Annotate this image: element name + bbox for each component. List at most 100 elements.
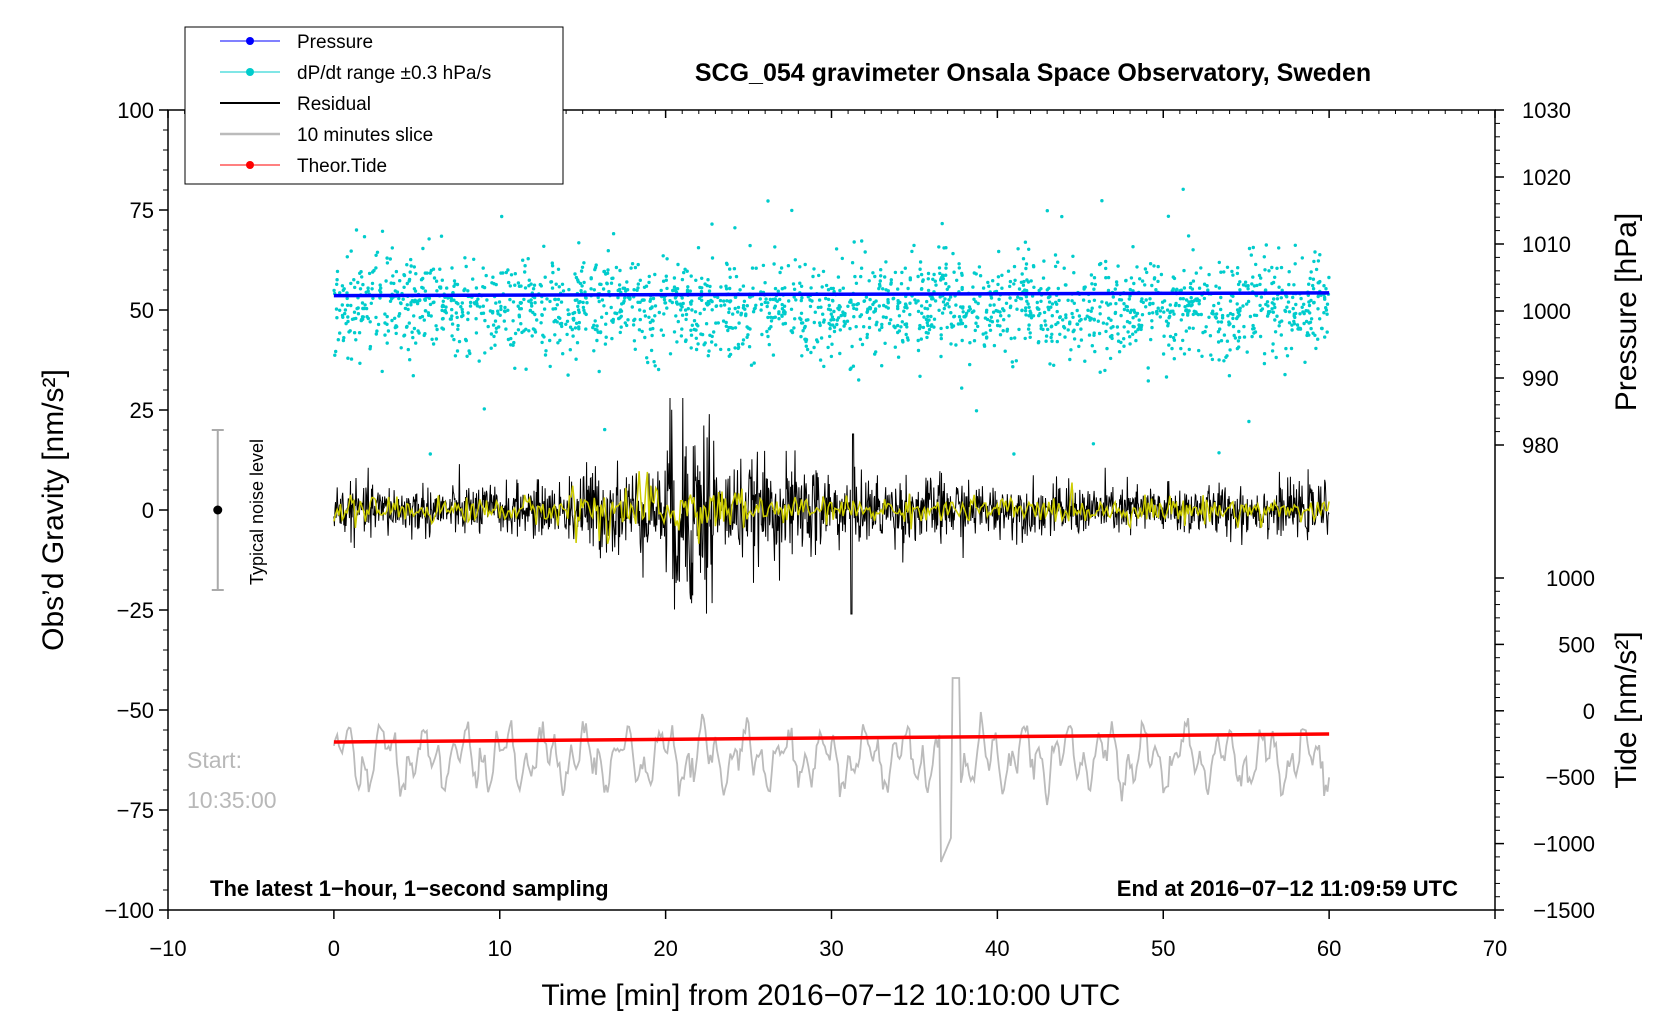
dpdt-point (731, 312, 735, 316)
dpdt-point (463, 287, 467, 291)
dpdt-point (1115, 283, 1119, 287)
dpdt-point (728, 286, 732, 291)
dpdt-point (1023, 306, 1028, 310)
dpdt-point (493, 343, 497, 347)
dpdt-point (383, 321, 387, 325)
dpdt-point (504, 327, 508, 331)
dpdt-point (727, 347, 731, 352)
dpdt-point (914, 301, 918, 305)
dpdt-point (1309, 317, 1314, 321)
dpdt-point (444, 311, 448, 315)
dpdt-point (736, 342, 741, 347)
dpdt-point (1233, 336, 1238, 340)
dpdt-point (407, 321, 411, 325)
dpdt-point (1191, 326, 1195, 330)
dpdt-point (716, 321, 720, 325)
dpdt-point (411, 335, 415, 340)
dpdt-point (1172, 276, 1177, 281)
dpdt-point (618, 330, 622, 335)
dpdt-point (1325, 302, 1330, 306)
dpdt-point (1115, 325, 1120, 329)
dpdt-point (503, 309, 507, 314)
dpdt-point (1010, 360, 1014, 364)
dpdt-point (933, 279, 937, 283)
dpdt-point (1044, 339, 1048, 343)
dpdt-point (689, 328, 693, 332)
dpdt-point (1000, 286, 1004, 290)
dpdt-point (1049, 305, 1053, 309)
dpdt-point (950, 325, 954, 329)
y-tick-label: −25 (117, 598, 154, 623)
dpdt-point (828, 323, 833, 327)
dpdt-point (728, 352, 733, 357)
dpdt-point (511, 343, 515, 347)
dpdt-point (988, 303, 992, 307)
dpdt-point (1216, 330, 1221, 334)
dpdt-point (1318, 253, 1322, 257)
dpdt-point (623, 321, 627, 325)
dpdt-point (577, 241, 581, 245)
dpdt-point (606, 249, 610, 253)
dpdt-point (345, 296, 349, 301)
dpdt-point (1291, 306, 1295, 311)
dpdt-point (984, 331, 988, 335)
dpdt-point (741, 342, 745, 346)
dpdt-point (835, 322, 839, 327)
dpdt-point (1245, 302, 1249, 306)
dpdt-point (1053, 253, 1058, 257)
dpdt-point (872, 310, 876, 314)
dpdt-point (1323, 335, 1327, 339)
dpdt-point (353, 285, 357, 290)
dpdt-point (349, 303, 353, 308)
dpdt-point (826, 345, 830, 350)
dpdt-point (1021, 257, 1026, 261)
dpdt-point (766, 199, 770, 203)
dpdt-point (902, 309, 906, 313)
dpdt-point (1108, 302, 1113, 306)
dpdt-point (694, 278, 698, 282)
dpdt-point (599, 282, 603, 287)
dpdt-point (466, 289, 470, 293)
dpdt-point (925, 299, 929, 304)
dpdt-point (1298, 312, 1302, 316)
dpdt-point (1203, 329, 1207, 334)
dpdt-point (1197, 286, 1202, 290)
dpdt-point (632, 339, 637, 343)
dpdt-point (1025, 299, 1029, 303)
dpdt-point (1046, 327, 1050, 332)
dpdt-point (364, 306, 369, 311)
dpdt-point (1301, 310, 1305, 314)
dpdt-point (1143, 267, 1148, 271)
dpdt-point (891, 297, 895, 301)
dpdt-point (335, 316, 339, 320)
dpdt-point (642, 298, 646, 302)
dpdt-point (938, 295, 942, 299)
dpdt-point (684, 317, 688, 322)
y-tick-label: −75 (117, 798, 154, 823)
dpdt-point (1267, 269, 1271, 273)
dpdt-point (578, 281, 583, 286)
x-tick-label: 70 (1483, 936, 1507, 961)
dpdt-point (937, 245, 941, 249)
dpdt-point (545, 297, 549, 301)
dpdt-point (581, 305, 586, 310)
dpdt-point (393, 289, 397, 293)
dpdt-point (1307, 282, 1311, 286)
dpdt-scatter (332, 187, 1331, 456)
dpdt-point (1149, 337, 1153, 342)
dpdt-point (832, 317, 836, 322)
dpdt-point (714, 304, 718, 308)
dpdt-point (1170, 346, 1174, 351)
dpdt-point (564, 322, 568, 326)
dpdt-point (764, 297, 768, 301)
dpdt-point (850, 261, 855, 265)
dpdt-point (1154, 288, 1158, 292)
dpdt-point (439, 234, 444, 238)
dpdt-point (1014, 298, 1018, 303)
dpdt-point (927, 327, 932, 332)
dpdt-point (454, 300, 459, 305)
dpdt-point (1311, 331, 1315, 335)
dpdt-point (548, 364, 552, 369)
dpdt-point (367, 271, 372, 276)
dpdt-point (854, 325, 858, 329)
